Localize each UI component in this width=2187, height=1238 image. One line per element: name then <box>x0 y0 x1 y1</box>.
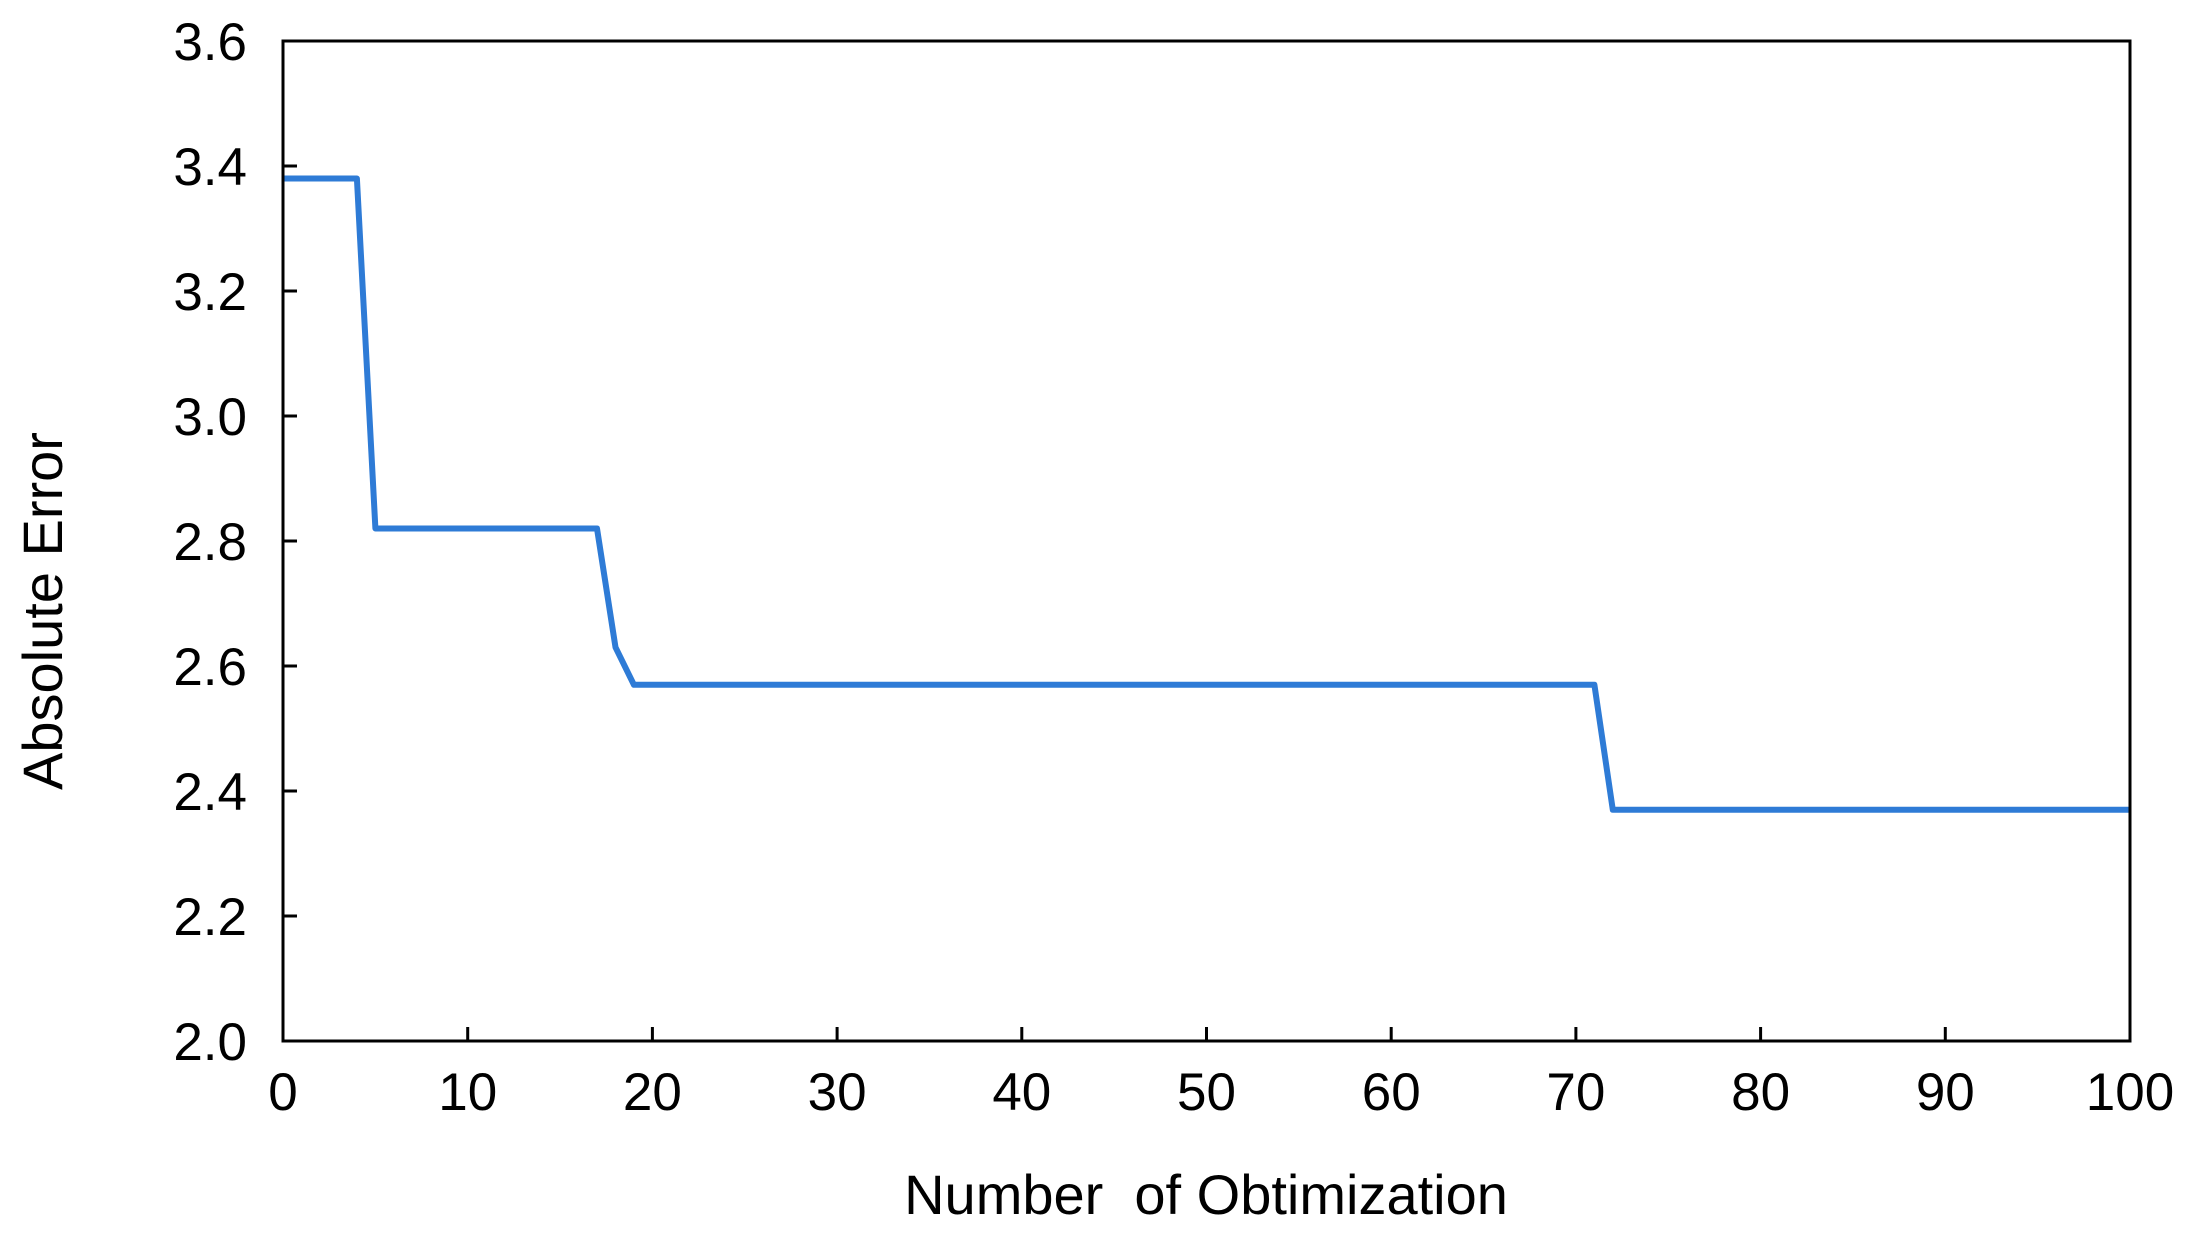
x-tick-label: 100 <box>2086 1063 2174 1122</box>
x-tick-label: 40 <box>992 1063 1051 1122</box>
series-line <box>283 175 2130 813</box>
y-axis-ticks <box>283 39 297 1043</box>
y-tick-label: 2.2 <box>173 888 247 947</box>
x-tick-label: 30 <box>808 1063 867 1122</box>
x-tick-label: 60 <box>1362 1063 1421 1122</box>
x-tick-label: 90 <box>1916 1063 1975 1122</box>
y-axis-tick-labels: 2.0 2.2 2.4 2.6 2.8 3.0 3.2 3.4 3.6 <box>173 13 247 1072</box>
y-tick-label: 3.6 <box>173 13 247 72</box>
x-axis-tick-labels: 0 10 20 30 40 50 60 70 80 90 100 <box>268 1063 2174 1122</box>
y-tick-label: 3.0 <box>173 388 247 447</box>
x-tick-label: 20 <box>623 1063 682 1122</box>
x-axis-ticks <box>281 1027 2132 1041</box>
y-tick-label: 3.2 <box>173 263 247 322</box>
y-tick-label: 2.6 <box>173 638 247 697</box>
y-tick-label: 2.4 <box>173 763 247 822</box>
x-tick-label: 0 <box>268 1063 297 1122</box>
y-axis-title: Absolute Error <box>11 432 74 790</box>
x-tick-label: 10 <box>438 1063 497 1122</box>
plot-area-frame <box>281 39 2132 1043</box>
y-tick-label: 3.4 <box>173 138 247 197</box>
x-axis-title: Number of Obtimization <box>904 1163 1508 1226</box>
x-tick-label: 80 <box>1731 1063 1790 1122</box>
y-tick-label: 2.0 <box>173 1013 247 1072</box>
series-layer <box>283 175 2130 813</box>
y-tick-label: 2.8 <box>173 513 247 572</box>
x-tick-label: 50 <box>1177 1063 1236 1122</box>
x-tick-label: 70 <box>1546 1063 1605 1122</box>
